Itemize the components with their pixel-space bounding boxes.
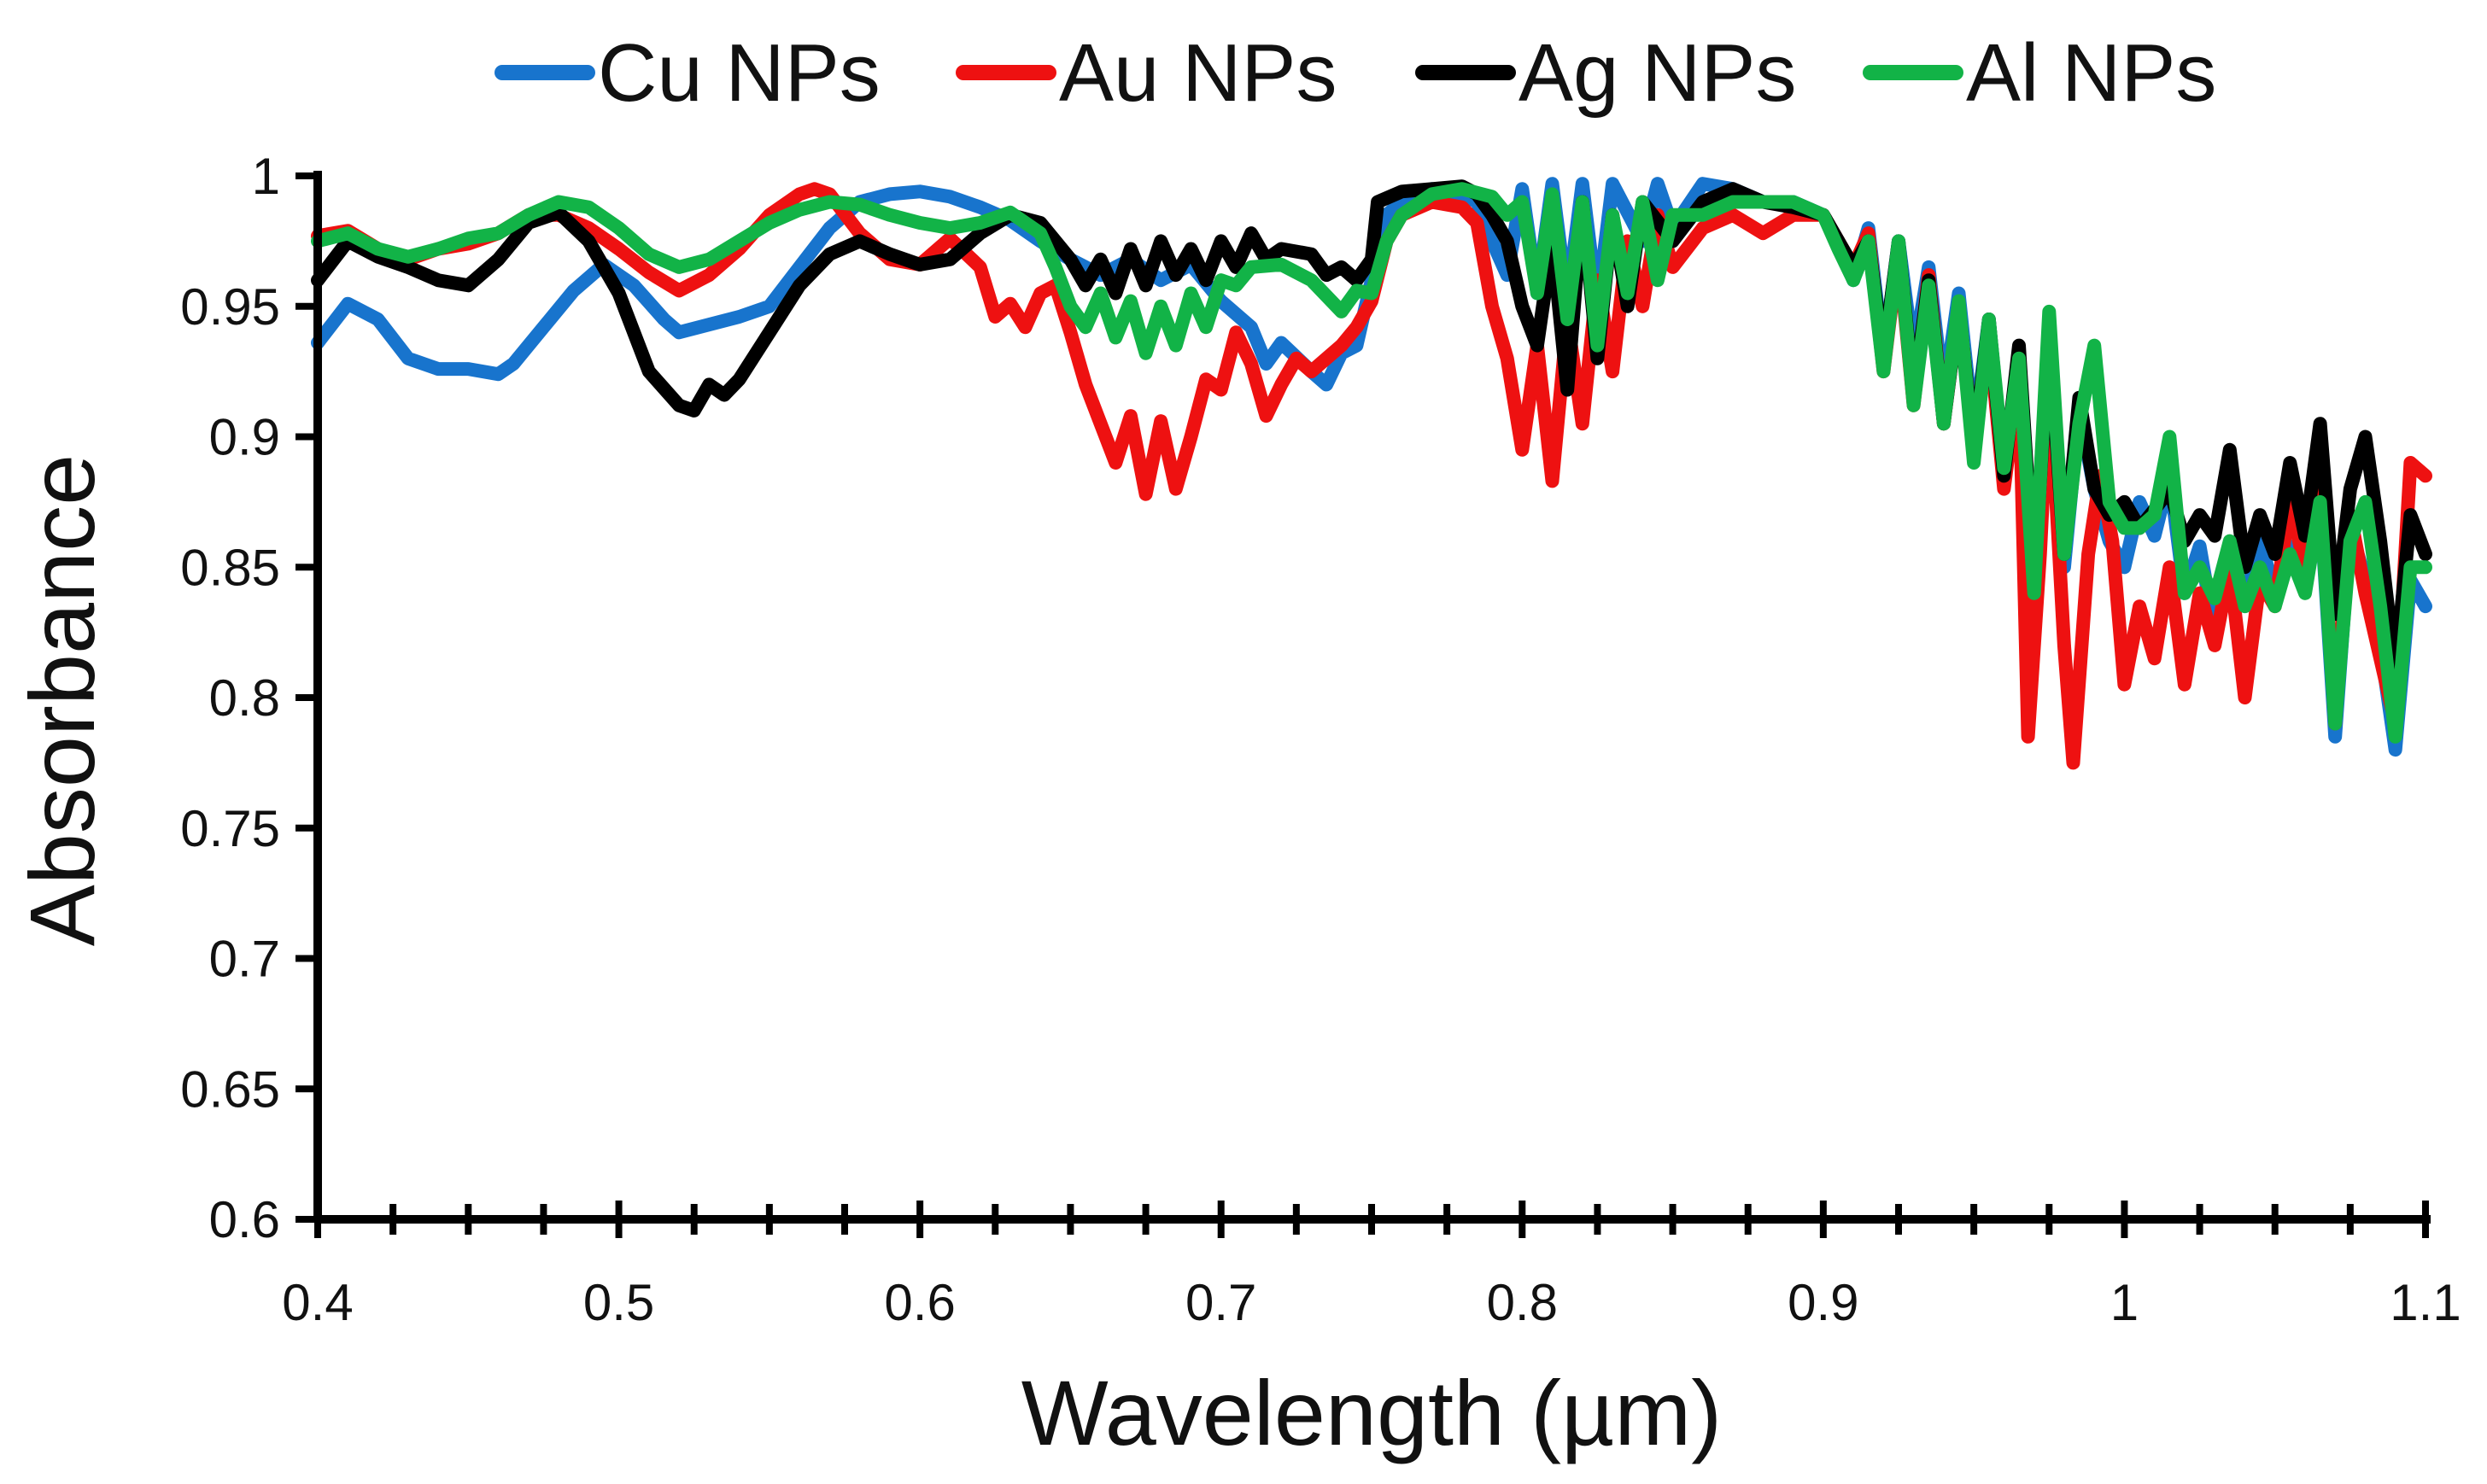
- x-tick-label: 1.1: [2390, 1274, 2461, 1331]
- x-tick-label: 0.4: [282, 1274, 353, 1331]
- y-tick-label: 1: [252, 148, 280, 205]
- legend-label: Ag NPs: [1519, 27, 1796, 119]
- x-tick-label: 0.6: [884, 1274, 955, 1331]
- x-tick-label: 1: [2110, 1274, 2139, 1331]
- x-tick-label: 0.7: [1185, 1274, 1256, 1331]
- y-axis-title: Absorbance: [10, 454, 114, 946]
- y-tick-label: 0.75: [180, 800, 280, 857]
- x-tick-label: 0.5: [583, 1274, 654, 1331]
- y-tick-label: 0.85: [180, 539, 280, 596]
- y-tick-label: 0.9: [209, 409, 280, 466]
- y-tick-label: 0.65: [180, 1060, 280, 1118]
- series-line-al-nps: [311, 182, 2432, 744]
- x-tick-label: 0.9: [1788, 1274, 1858, 1331]
- legend-label: Al NPs: [1966, 27, 2216, 119]
- y-tick-label: 0.8: [209, 669, 280, 727]
- x-axis-title: Wavelength (µm): [1021, 1361, 1722, 1464]
- y-tick-label: 0.6: [209, 1191, 280, 1248]
- series-layer: [311, 177, 2432, 770]
- legend-label: Au NPs: [1059, 27, 1337, 119]
- legend: Cu NPs Au NPs Ag NPs Al NPs: [494, 27, 2216, 119]
- series-line-au-nps: [311, 182, 2432, 770]
- x-ticks: 0.4 0.5 0.6 0.7 0.8 0.9 1 1.1: [282, 1201, 2461, 1331]
- x-tick-label: 0.8: [1487, 1274, 1558, 1331]
- y-ticks: 1 0.95 0.9 0.85 0.8 0.75 0.7 0.65 0.6: [180, 148, 322, 1248]
- y-tick-label: 0.7: [209, 931, 280, 988]
- y-tick-label: 0.95: [180, 278, 280, 336]
- axes: 10.950.90.850.80.750.70.650.6 0.4 0.5 0.6 0…: [180, 148, 2461, 1331]
- legend-label: Cu NPs: [598, 27, 881, 119]
